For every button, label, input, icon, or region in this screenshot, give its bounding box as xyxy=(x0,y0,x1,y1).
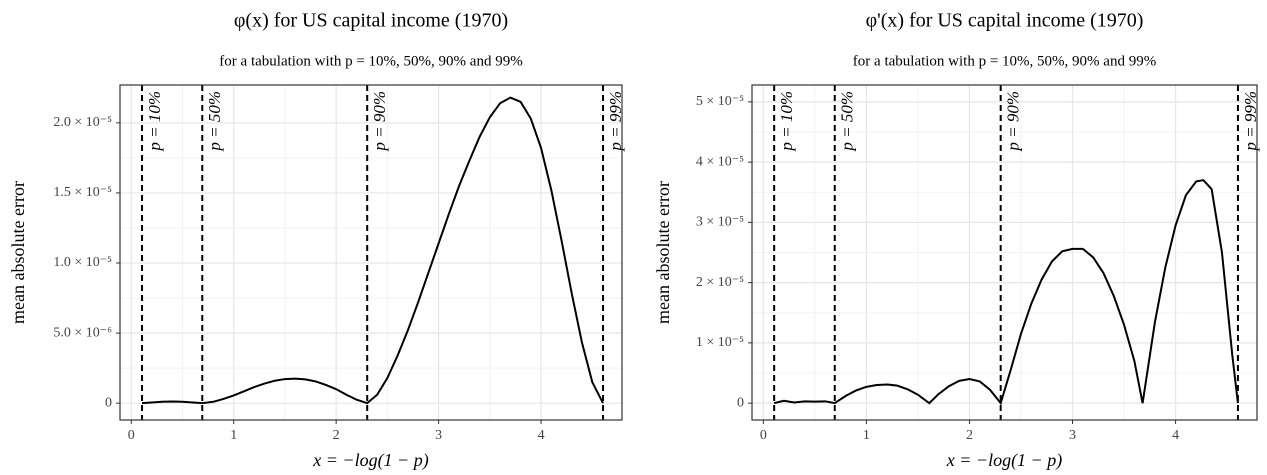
reference-label: p = 50% xyxy=(205,91,224,152)
y-tick-label: 5 × 10⁻⁵ xyxy=(696,94,744,109)
x-tick-label: 2 xyxy=(333,428,340,443)
x-tick-label: 4 xyxy=(1172,428,1179,443)
reference-label: p = 90% xyxy=(370,91,389,152)
y-tick-label: 4 × 10⁻⁵ xyxy=(696,154,744,169)
x-tick-label: 3 xyxy=(1069,428,1076,443)
y-axis-label: mean absolute error xyxy=(8,181,28,324)
y-tick-label: 0 xyxy=(737,395,744,410)
reference-label: p = 10% xyxy=(145,91,164,152)
x-tick-label: 4 xyxy=(538,428,545,443)
plot-frame xyxy=(751,84,1258,421)
chart-subtitle: for a tabulation with p = 10%, 50%, 90% … xyxy=(853,53,1156,69)
chart-title: φ'(x) for US capital income (1970) xyxy=(866,10,1144,32)
x-tick-label: 3 xyxy=(435,428,442,443)
y-tick-label: 1.5 × 10⁻⁵ xyxy=(53,185,112,200)
x-axis-label: x = −log(1 − p) xyxy=(946,450,1062,471)
y-axis-label: mean absolute error xyxy=(653,181,673,324)
x-axis-label: x = −log(1 − p) xyxy=(312,450,428,471)
y-tick-label: 5.0 × 10⁻⁶ xyxy=(53,325,112,340)
x-tick-label: 0 xyxy=(128,428,135,443)
x-tick-label: 1 xyxy=(230,428,237,443)
reference-label: p = 90% xyxy=(1004,91,1023,152)
x-tick-label: 1 xyxy=(863,428,870,443)
data-line xyxy=(141,96,604,405)
y-tick-label: 3 × 10⁻⁵ xyxy=(696,215,744,230)
data-line xyxy=(773,179,1239,406)
y-tick-label: 2 × 10⁻⁵ xyxy=(696,275,744,290)
y-tick-label: 1 × 10⁻⁵ xyxy=(696,335,744,350)
reference-label: p = 99% xyxy=(606,91,625,152)
x-tick-label: 2 xyxy=(966,428,973,443)
x-tick-label: 0 xyxy=(760,428,767,443)
plot-frame xyxy=(119,84,623,421)
y-tick-label: 2.0 × 10⁻⁵ xyxy=(53,115,112,130)
chart-title: φ(x) for US capital income (1970) xyxy=(234,10,508,32)
y-tick-label: 0 xyxy=(105,395,112,410)
reference-label: p = 50% xyxy=(838,91,857,152)
reference-label: p = 99% xyxy=(1241,91,1260,152)
reference-label: p = 10% xyxy=(777,91,796,152)
chart-subtitle: for a tabulation with p = 10%, 50%, 90% … xyxy=(219,53,522,69)
y-tick-label: 1.0 × 10⁻⁵ xyxy=(53,255,112,270)
